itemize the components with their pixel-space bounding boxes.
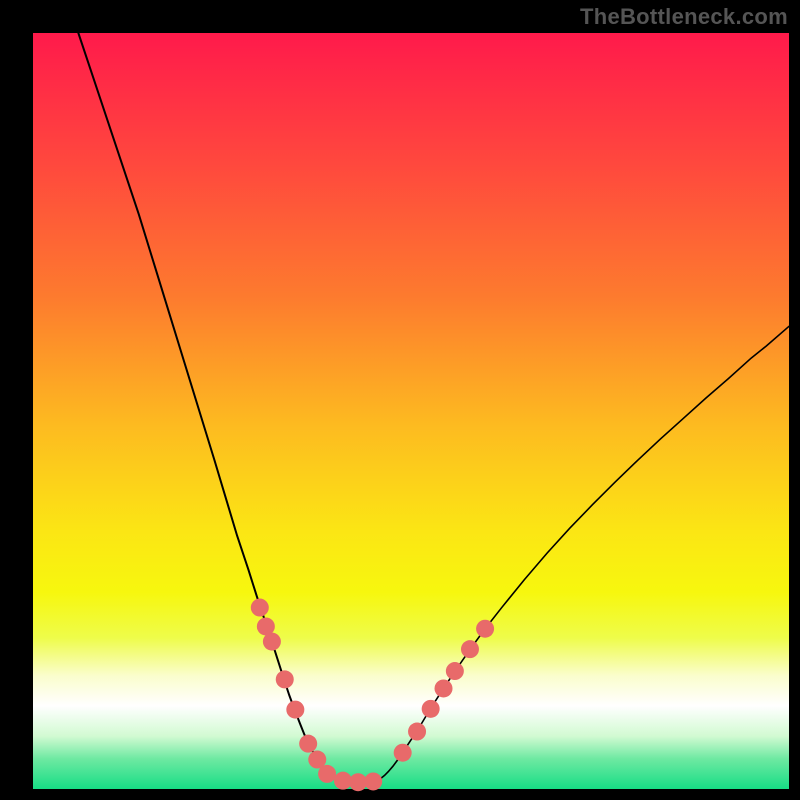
data-marker [461, 640, 479, 658]
data-marker [318, 765, 336, 783]
data-marker [422, 700, 440, 718]
data-marker [299, 735, 317, 753]
data-marker [435, 679, 453, 697]
data-marker [276, 670, 294, 688]
data-marker [286, 701, 304, 719]
chart-svg [0, 0, 800, 800]
data-marker [408, 723, 426, 741]
watermark-text: TheBottleneck.com [580, 4, 788, 30]
chart-container: TheBottleneck.com [0, 0, 800, 800]
data-marker [364, 772, 382, 790]
data-marker [476, 620, 494, 638]
plot-background [33, 33, 789, 789]
data-marker [394, 744, 412, 762]
data-marker [251, 599, 269, 617]
data-marker [263, 633, 281, 651]
data-marker [446, 662, 464, 680]
